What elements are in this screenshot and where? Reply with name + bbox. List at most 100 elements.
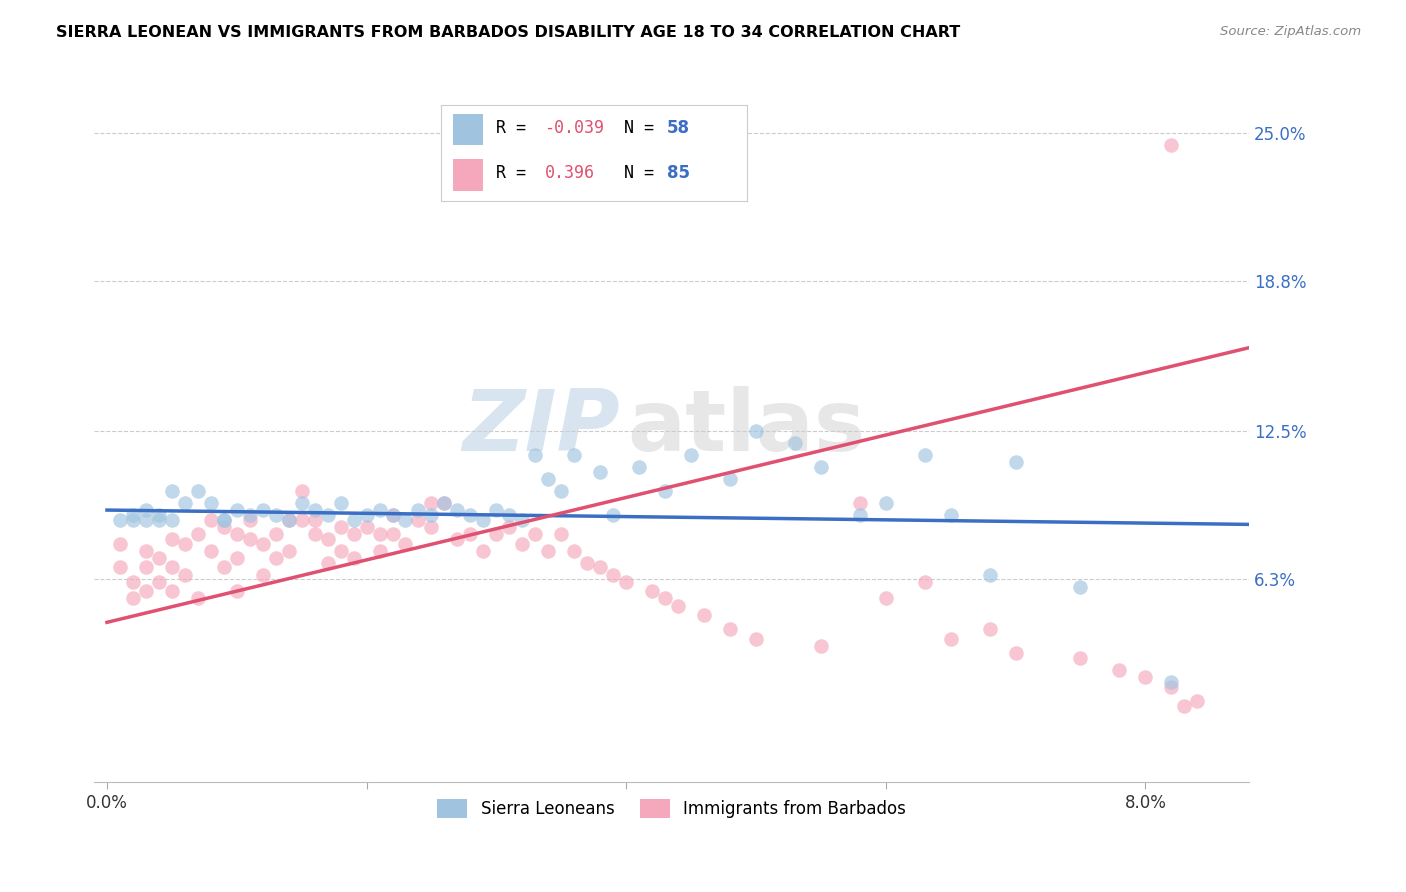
Point — [614, 574, 637, 589]
Point — [368, 503, 391, 517]
Point — [200, 513, 222, 527]
Point — [745, 632, 768, 646]
Point — [329, 496, 352, 510]
Point — [212, 560, 235, 574]
Point — [433, 496, 456, 510]
Point — [122, 508, 145, 522]
Point — [1069, 651, 1091, 665]
Point — [122, 513, 145, 527]
Legend: Sierra Leoneans, Immigrants from Barbados: Sierra Leoneans, Immigrants from Barbado… — [430, 792, 912, 825]
Point — [718, 472, 741, 486]
Point — [160, 513, 183, 527]
Point — [1135, 670, 1157, 684]
Point — [498, 508, 520, 522]
Point — [160, 560, 183, 574]
Point — [939, 632, 962, 646]
Point — [420, 496, 443, 510]
Point — [524, 527, 547, 541]
Point — [810, 639, 832, 653]
Point — [666, 599, 689, 613]
Point — [679, 448, 702, 462]
Point — [602, 567, 624, 582]
Point — [277, 513, 299, 527]
Point — [783, 436, 806, 450]
Point — [433, 496, 456, 510]
Point — [239, 513, 262, 527]
Point — [460, 527, 482, 541]
Point — [135, 543, 157, 558]
Point — [1173, 698, 1195, 713]
Text: ZIP: ZIP — [463, 386, 620, 469]
Point — [342, 513, 364, 527]
Point — [810, 460, 832, 475]
Point — [342, 527, 364, 541]
Point — [200, 543, 222, 558]
Point — [212, 513, 235, 527]
Point — [1160, 137, 1182, 152]
Point — [1004, 455, 1026, 469]
Point — [264, 550, 287, 565]
Point — [485, 527, 508, 541]
Point — [225, 503, 247, 517]
Point — [148, 574, 170, 589]
Point — [1108, 663, 1130, 677]
Point — [485, 503, 508, 517]
Point — [264, 508, 287, 522]
Point — [537, 543, 560, 558]
Text: SIERRA LEONEAN VS IMMIGRANTS FROM BARBADOS DISABILITY AGE 18 TO 34 CORRELATION C: SIERRA LEONEAN VS IMMIGRANTS FROM BARBAD… — [56, 25, 960, 40]
Point — [304, 513, 326, 527]
Point — [122, 574, 145, 589]
Point — [135, 503, 157, 517]
Point — [1160, 675, 1182, 690]
Point — [291, 513, 314, 527]
Point — [849, 496, 872, 510]
Point — [225, 527, 247, 541]
Point — [589, 560, 612, 574]
Point — [602, 508, 624, 522]
Point — [562, 448, 585, 462]
Point — [654, 483, 676, 498]
Point — [420, 508, 443, 522]
Point — [745, 424, 768, 438]
Point — [304, 527, 326, 541]
Point — [200, 496, 222, 510]
Point — [1004, 646, 1026, 660]
Text: atlas: atlas — [627, 386, 866, 469]
Point — [550, 527, 572, 541]
Point — [914, 448, 936, 462]
Point — [225, 550, 247, 565]
Point — [875, 496, 897, 510]
Point — [264, 527, 287, 541]
Point — [589, 465, 612, 479]
Point — [212, 520, 235, 534]
Point — [849, 508, 872, 522]
Point — [394, 513, 416, 527]
Point — [510, 513, 533, 527]
Point — [187, 591, 209, 606]
Point — [160, 532, 183, 546]
Point — [108, 536, 131, 550]
Point — [187, 483, 209, 498]
Point — [356, 508, 378, 522]
Point — [979, 567, 1001, 582]
Point — [460, 508, 482, 522]
Point — [654, 591, 676, 606]
Point — [173, 496, 195, 510]
Point — [1187, 694, 1209, 708]
Point — [381, 508, 404, 522]
Point — [160, 584, 183, 599]
Point — [718, 623, 741, 637]
Point — [510, 536, 533, 550]
Point — [108, 513, 131, 527]
Point — [329, 543, 352, 558]
Point — [316, 556, 339, 570]
Point — [537, 472, 560, 486]
Point — [135, 584, 157, 599]
Point — [173, 567, 195, 582]
Point — [368, 527, 391, 541]
Point — [1160, 680, 1182, 694]
Point — [381, 527, 404, 541]
Point — [356, 520, 378, 534]
Point — [122, 591, 145, 606]
Point — [252, 503, 274, 517]
